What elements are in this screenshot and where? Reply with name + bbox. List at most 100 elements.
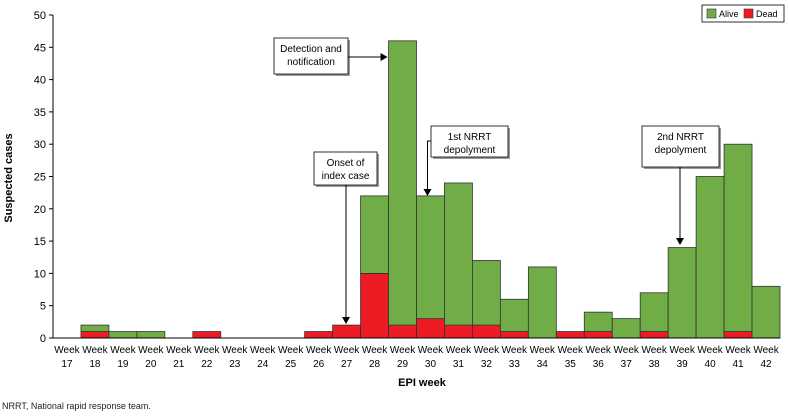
callout-text: notification <box>287 57 335 68</box>
legend-swatch <box>743 8 754 19</box>
bar-alive <box>667 247 697 339</box>
y-tick-label: 50 <box>34 10 46 22</box>
bar-dead <box>416 318 445 339</box>
callout-text: Detection and <box>280 44 342 55</box>
x-tick-label-prefix: Week <box>390 345 416 356</box>
bar-dead <box>388 324 417 339</box>
legend-label: Alive <box>719 9 739 19</box>
x-tick-label-prefix: Week <box>446 345 472 356</box>
y-tick-label: 30 <box>34 139 46 151</box>
annotation-callout: 2nd NRRT depolyment <box>641 125 721 245</box>
y-tick-label: 45 <box>34 42 46 54</box>
x-tick-label: 41 <box>732 359 744 370</box>
bar-dead <box>639 331 669 339</box>
bar-alive <box>108 331 138 339</box>
x-tick-label: 32 <box>481 359 493 370</box>
x-tick-label-prefix: Week <box>614 345 640 356</box>
bar-alive <box>472 260 501 326</box>
bar-alive <box>416 195 445 320</box>
callout-arrow <box>426 140 431 190</box>
y-axis-label: Suspected cases <box>3 133 15 222</box>
annotation-callout: Onset of index case <box>313 151 379 324</box>
annotation-callout: 1st NRRT depolyment <box>423 125 510 196</box>
x-tick-label-prefix: Week <box>641 345 667 356</box>
x-tick-label-prefix: Week <box>194 345 220 356</box>
legend-label: Dead <box>756 9 778 19</box>
bar-alive <box>360 195 389 274</box>
annotations: Detection and notification 1st NRRT depolym… <box>273 37 721 324</box>
bar-alive <box>751 285 781 339</box>
x-tick-label-prefix: Week <box>586 345 612 356</box>
x-tick-label-prefix: Week <box>82 345 108 356</box>
y-tick-label: 20 <box>34 204 46 216</box>
callout-box <box>430 125 509 158</box>
x-tick-label-prefix: Week <box>418 345 444 356</box>
x-tick-label: 17 <box>61 359 73 370</box>
bar-alive <box>80 324 110 332</box>
callout-text: Onset of <box>327 158 365 169</box>
x-axis-label: EPI week <box>398 377 447 389</box>
arrow-head <box>676 238 684 245</box>
y-tick-label: 5 <box>40 301 46 313</box>
bar-alive <box>723 143 753 332</box>
footnote: NRRT, National rapid response team. <box>2 401 151 411</box>
arrow-head <box>380 53 388 61</box>
x-tick-label-prefix: Week <box>222 345 248 356</box>
annotation-callout: Detection and notification <box>273 37 388 76</box>
bar-dead <box>304 331 334 339</box>
x-tick-label-prefix: Week <box>558 345 584 356</box>
y-tick-label: 40 <box>34 75 46 87</box>
x-tick-label: 19 <box>117 359 129 370</box>
callout-text: 1st NRRT <box>448 132 492 143</box>
y-tick-label: 0 <box>40 333 46 345</box>
bar-alive <box>527 266 557 339</box>
x-tick-label-prefix: Week <box>334 345 360 356</box>
x-tick-label: 26 <box>313 359 325 370</box>
y-tick-label: 35 <box>34 107 46 119</box>
bar-alive <box>499 298 529 332</box>
x-tick-label-prefix: Week <box>138 345 164 356</box>
x-tick-label: 34 <box>537 359 549 370</box>
bar-alive <box>639 292 669 332</box>
x-tick-label: 38 <box>649 359 661 370</box>
bar-alive <box>388 40 417 326</box>
x-tick-label-prefix: Week <box>753 345 779 356</box>
bar-alive <box>611 318 641 339</box>
legend-box <box>701 4 785 23</box>
x-tick-label-prefix: Week <box>306 345 332 356</box>
x-tick-label-prefix: Week <box>502 345 528 356</box>
bar-dead <box>444 324 473 339</box>
bar-alive <box>136 331 166 339</box>
bar-alive <box>695 176 725 339</box>
legend-swatch <box>706 8 717 19</box>
x-tick-label: 25 <box>285 359 297 370</box>
x-tick-label-prefix: Week <box>669 345 695 356</box>
x-tick-label: 29 <box>397 359 409 370</box>
callout-box <box>273 37 349 75</box>
bar-series <box>80 40 781 339</box>
x-tick-label-prefix: Week <box>54 345 80 356</box>
x-tick-label-prefix: Week <box>474 345 500 356</box>
arrow-head <box>342 317 350 324</box>
callout-text: index case <box>322 171 370 182</box>
bar-alive <box>444 182 473 326</box>
bar-dead <box>192 331 222 339</box>
x-tick-label: 21 <box>173 359 185 370</box>
bar-dead <box>80 331 110 339</box>
x-tick-label: 23 <box>229 359 241 370</box>
x-tick-label-prefix: Week <box>725 345 751 356</box>
legend: Alive Dead <box>701 4 785 23</box>
y-tick-label: 25 <box>34 172 46 184</box>
x-tick-label: 20 <box>145 359 157 370</box>
x-tick-label: 28 <box>369 359 381 370</box>
callout-text: 2nd NRRT <box>657 132 704 143</box>
bar-alive <box>583 311 613 332</box>
bar-dead <box>555 331 585 339</box>
x-tick-label: 35 <box>565 359 577 370</box>
x-tick-label: 31 <box>453 359 465 370</box>
y-tick-label: 15 <box>34 236 46 248</box>
y-axis: 0 5 10 15 20 25 30 35 40 45 50 <box>34 10 54 345</box>
x-tick-label: 24 <box>257 359 269 370</box>
bar-dead <box>499 331 529 339</box>
